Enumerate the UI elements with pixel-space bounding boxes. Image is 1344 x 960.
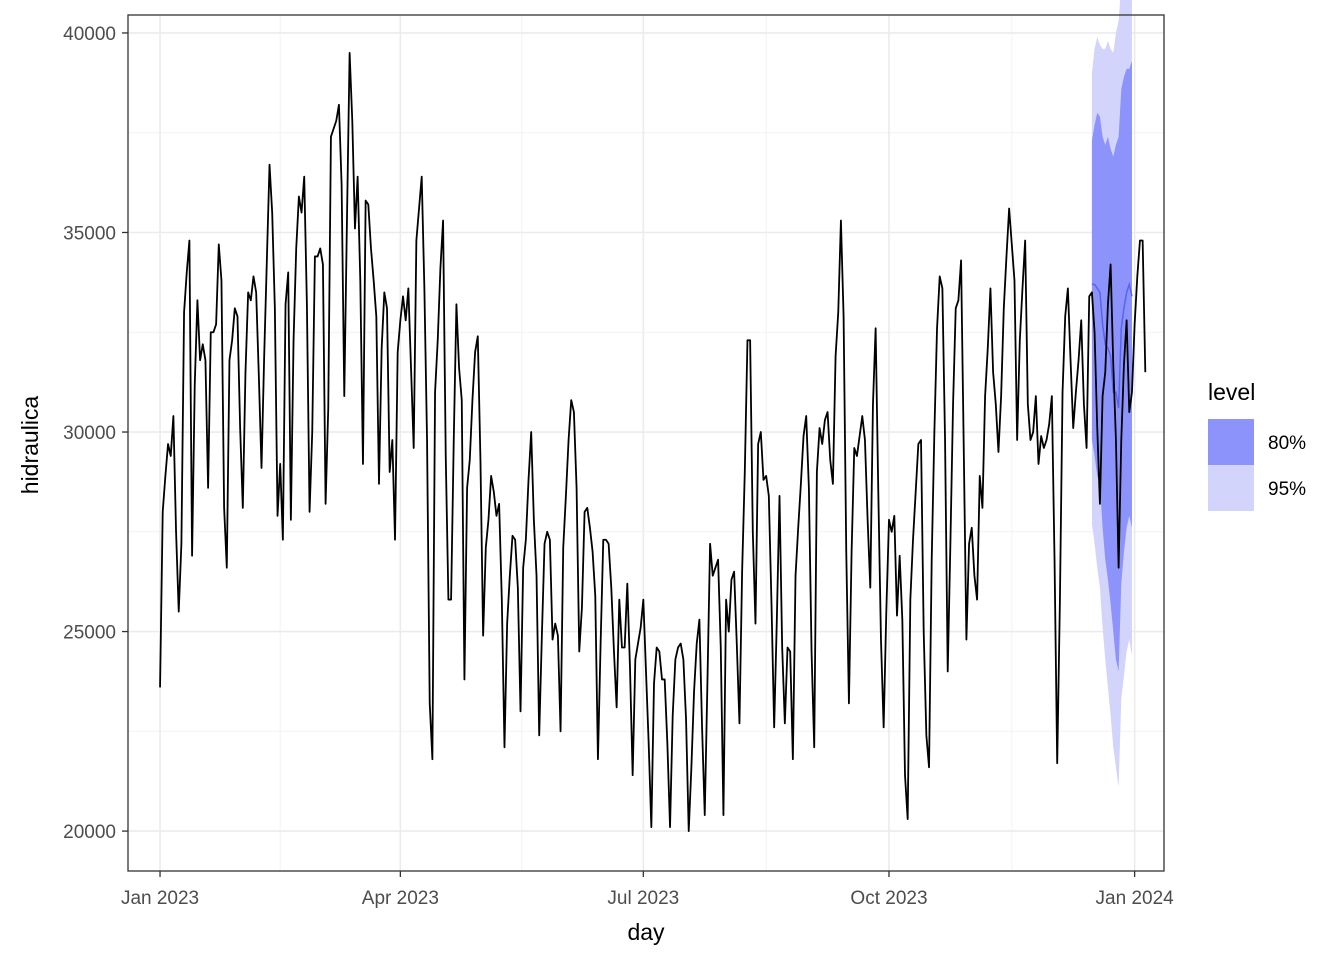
legend-title: level	[1208, 379, 1255, 405]
panel-border	[127, 14, 1165, 872]
legend-label: 80%	[1268, 433, 1306, 454]
y-tick-label: 35000	[63, 223, 116, 244]
x-tick-label: Oct 2023	[850, 888, 927, 909]
y-axis-title: hidraulica	[17, 396, 43, 495]
legend: level 80% 95%	[1208, 379, 1306, 511]
y-tick-label: 20000	[63, 822, 116, 843]
x-axis-title: day	[627, 919, 665, 945]
x-tick-label: Jan 2024	[1096, 888, 1175, 909]
x-tick-label: Jan 2023	[121, 888, 199, 909]
x-axis: Jan 2023 Apr 2023 Jul 2023 Oct 2023 Jan 2024	[121, 871, 1174, 909]
y-tick-label: 40000	[63, 24, 116, 45]
forecast-mean-line	[1091, 281, 1133, 409]
y-tick-label: 30000	[63, 423, 116, 444]
legend-label: 95%	[1268, 479, 1306, 500]
plot-panel	[127, 0, 1165, 872]
legend-key-80pct	[1208, 419, 1254, 465]
x-tick-label: Jul 2023	[607, 888, 679, 909]
y-tick-label: 25000	[63, 623, 116, 644]
y-axis: 20000 25000 30000 35000 40000	[63, 24, 128, 843]
x-tick-label: Apr 2023	[362, 888, 439, 909]
legend-key-95pct	[1208, 465, 1254, 511]
series-line-0	[159, 52, 1147, 832]
